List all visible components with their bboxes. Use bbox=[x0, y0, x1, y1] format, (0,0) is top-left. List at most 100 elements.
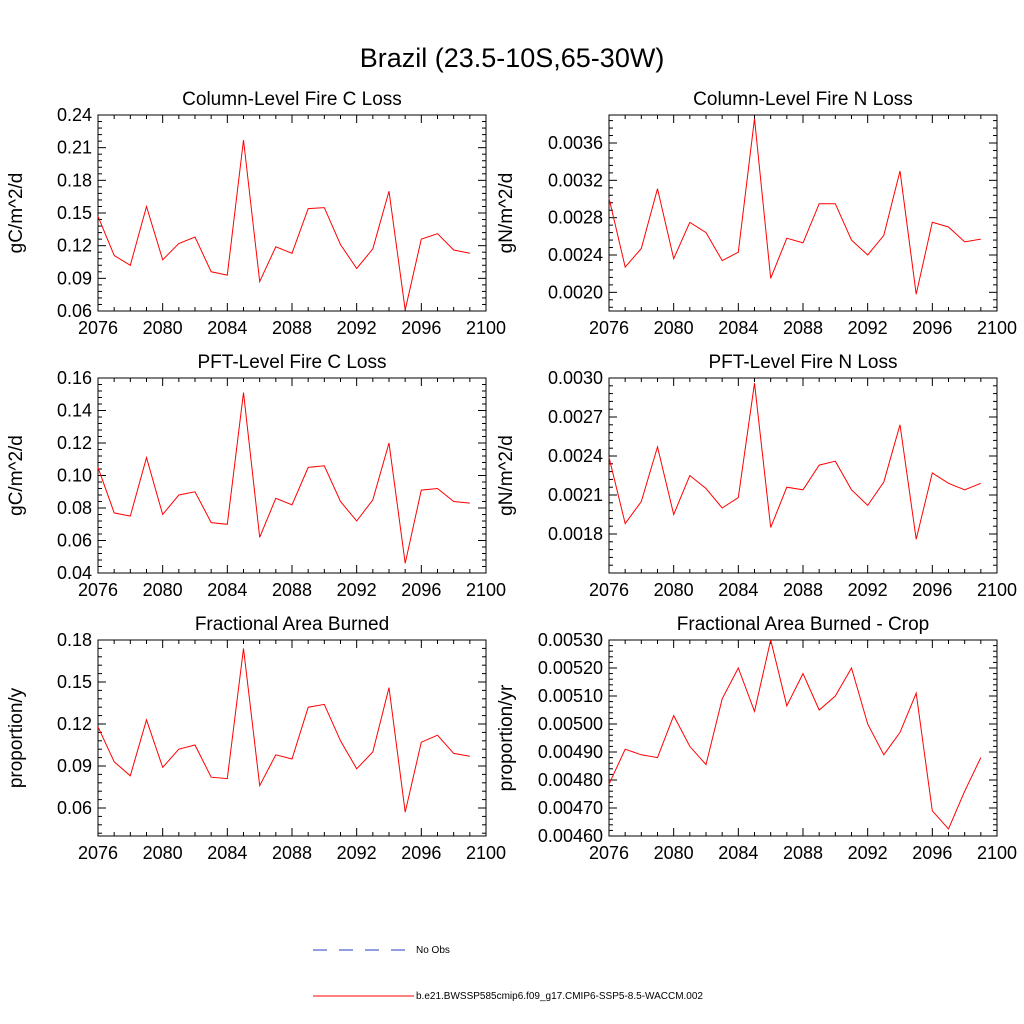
y-tick-label: 0.16 bbox=[57, 368, 92, 388]
x-tick-label: 2100 bbox=[977, 580, 1017, 600]
series-line bbox=[97, 392, 470, 564]
series-line bbox=[97, 648, 470, 813]
x-tick-label: 2080 bbox=[143, 843, 183, 863]
y-tick-label: 0.15 bbox=[57, 672, 92, 692]
chart-panel-3: PFT-Level Fire C Loss 2076 2080 2084 2088 209… bbox=[6, 352, 506, 600]
y-tick-label: 0.06 bbox=[57, 798, 92, 818]
series-line bbox=[608, 639, 982, 830]
y-tick-label: 0.12 bbox=[57, 433, 92, 453]
y-tick-label: 0.00520 bbox=[538, 658, 603, 678]
x-tick-label: 2100 bbox=[977, 318, 1017, 338]
chart-panel-5: Fractional Area Burned 2076 2080 2084 2088 20… bbox=[6, 614, 506, 863]
x-tick-label: 2096 bbox=[401, 580, 441, 600]
x-tick-label: 2096 bbox=[401, 318, 441, 338]
y-tick-label: 0.00480 bbox=[538, 770, 603, 790]
y-tick-label: 0.0028 bbox=[548, 208, 603, 228]
y-tick-label: 0.0036 bbox=[548, 133, 603, 153]
y-tick-label: 0.06 bbox=[57, 531, 92, 551]
y-tick-label: 0.0030 bbox=[548, 368, 603, 388]
y-tick-label: 0.06 bbox=[57, 301, 92, 321]
x-tick-label: 2092 bbox=[848, 318, 888, 338]
y-tick-label: 0.0018 bbox=[548, 524, 603, 544]
plot-frame bbox=[97, 377, 487, 574]
x-tick-label: 2088 bbox=[272, 580, 312, 600]
panel-title: Column-Level Fire N Loss bbox=[693, 89, 913, 110]
plot-frame bbox=[608, 114, 998, 312]
x-tick-label: 2096 bbox=[912, 580, 952, 600]
x-tick-label: 2088 bbox=[783, 318, 823, 338]
y-axis-label: gC/m^2/d bbox=[6, 173, 27, 254]
x-tick-label: 2076 bbox=[78, 843, 118, 863]
plot-frame bbox=[608, 377, 998, 574]
x-tick-label: 2084 bbox=[207, 580, 247, 600]
x-tick-label: 2100 bbox=[466, 318, 506, 338]
y-tick-label: 0.0024 bbox=[548, 245, 603, 265]
y-tick-label: 0.04 bbox=[57, 563, 92, 583]
chart-panel-2: Column-Level Fire N Loss 2076 2080 2084 2088… bbox=[496, 89, 1017, 338]
y-tick-label: 0.15 bbox=[57, 203, 92, 223]
plot-frame bbox=[97, 114, 487, 312]
y-tick-label: 0.0020 bbox=[548, 282, 603, 302]
y-tick-label: 0.10 bbox=[57, 466, 92, 486]
plot-frame bbox=[608, 639, 998, 837]
x-tick-label: 2084 bbox=[207, 318, 247, 338]
y-tick-label: 0.09 bbox=[57, 756, 92, 776]
y-tick-label: 0.00470 bbox=[538, 798, 603, 818]
x-tick-label: 2076 bbox=[78, 580, 118, 600]
y-tick-label: 0.00460 bbox=[538, 826, 603, 846]
legend-obs-label: No Obs bbox=[416, 945, 450, 956]
chart-panel-6: Fractional Area Burned - Crop 2076 2080 208… bbox=[496, 614, 1017, 863]
y-tick-label: 0.12 bbox=[57, 236, 92, 256]
y-tick-label: 0.0021 bbox=[548, 485, 603, 505]
x-tick-label: 2100 bbox=[977, 843, 1017, 863]
y-tick-label: 0.21 bbox=[57, 138, 92, 158]
y-axis-label: gC/m^2/d bbox=[6, 435, 27, 516]
x-tick-label: 2084 bbox=[718, 318, 758, 338]
y-tick-label: 0.00500 bbox=[538, 714, 603, 734]
y-tick-label: 0.0032 bbox=[548, 170, 603, 190]
x-tick-label: 2096 bbox=[912, 318, 952, 338]
series-line bbox=[608, 118, 981, 295]
x-tick-label: 2076 bbox=[589, 580, 629, 600]
x-tick-label: 2096 bbox=[912, 843, 952, 863]
panel-title: Fractional Area Burned - Crop bbox=[677, 614, 929, 635]
x-tick-label: 2088 bbox=[272, 843, 312, 863]
x-tick-label: 2084 bbox=[718, 843, 758, 863]
y-tick-label: 0.24 bbox=[57, 105, 92, 125]
x-tick-label: 2080 bbox=[654, 580, 694, 600]
y-tick-label: 0.00530 bbox=[538, 630, 603, 650]
legend: No Obs b.e21.BWSSP585cmip6.f09_g17.CMIP6… bbox=[313, 945, 703, 1002]
y-tick-label: 0.12 bbox=[57, 714, 92, 734]
y-tick-label: 0.09 bbox=[57, 268, 92, 288]
plot-frame bbox=[97, 639, 487, 837]
series-line bbox=[97, 139, 470, 311]
y-axis-label: proportion/yr bbox=[496, 684, 517, 791]
x-tick-label: 2096 bbox=[401, 843, 441, 863]
x-tick-label: 2092 bbox=[337, 318, 377, 338]
y-tick-label: 0.14 bbox=[57, 401, 92, 421]
x-tick-label: 2088 bbox=[272, 318, 312, 338]
x-tick-label: 2084 bbox=[207, 843, 247, 863]
y-tick-label: 0.00490 bbox=[538, 742, 603, 762]
x-tick-label: 2076 bbox=[589, 318, 629, 338]
panel-title: Fractional Area Burned bbox=[195, 614, 389, 635]
y-axis-label: proportion/y bbox=[6, 687, 27, 788]
y-tick-label: 0.0024 bbox=[548, 446, 603, 466]
panel-title: PFT-Level Fire N Loss bbox=[709, 352, 898, 373]
x-tick-label: 2092 bbox=[848, 843, 888, 863]
y-axis-label: gN/m^2/d bbox=[496, 173, 517, 254]
chart-panel-1: Column-Level Fire C Loss 2076 2080 2084 2088… bbox=[6, 89, 506, 338]
y-tick-label: 0.18 bbox=[57, 630, 92, 650]
y-tick-label: 0.0027 bbox=[548, 407, 603, 427]
x-tick-label: 2080 bbox=[654, 318, 694, 338]
x-tick-label: 2084 bbox=[718, 580, 758, 600]
series-line bbox=[608, 383, 981, 540]
y-axis-label: gN/m^2/d bbox=[496, 435, 517, 516]
main-title: Brazil (23.5-10S,65-30W) bbox=[360, 43, 665, 73]
x-tick-label: 2076 bbox=[78, 318, 118, 338]
legend-model-label: b.e21.BWSSP585cmip6.f09_g17.CMIP6-SSP5-8… bbox=[416, 991, 703, 1002]
y-tick-label: 0.00510 bbox=[538, 686, 603, 706]
x-tick-label: 2088 bbox=[783, 580, 823, 600]
panel-title: Column-Level Fire C Loss bbox=[182, 89, 402, 110]
